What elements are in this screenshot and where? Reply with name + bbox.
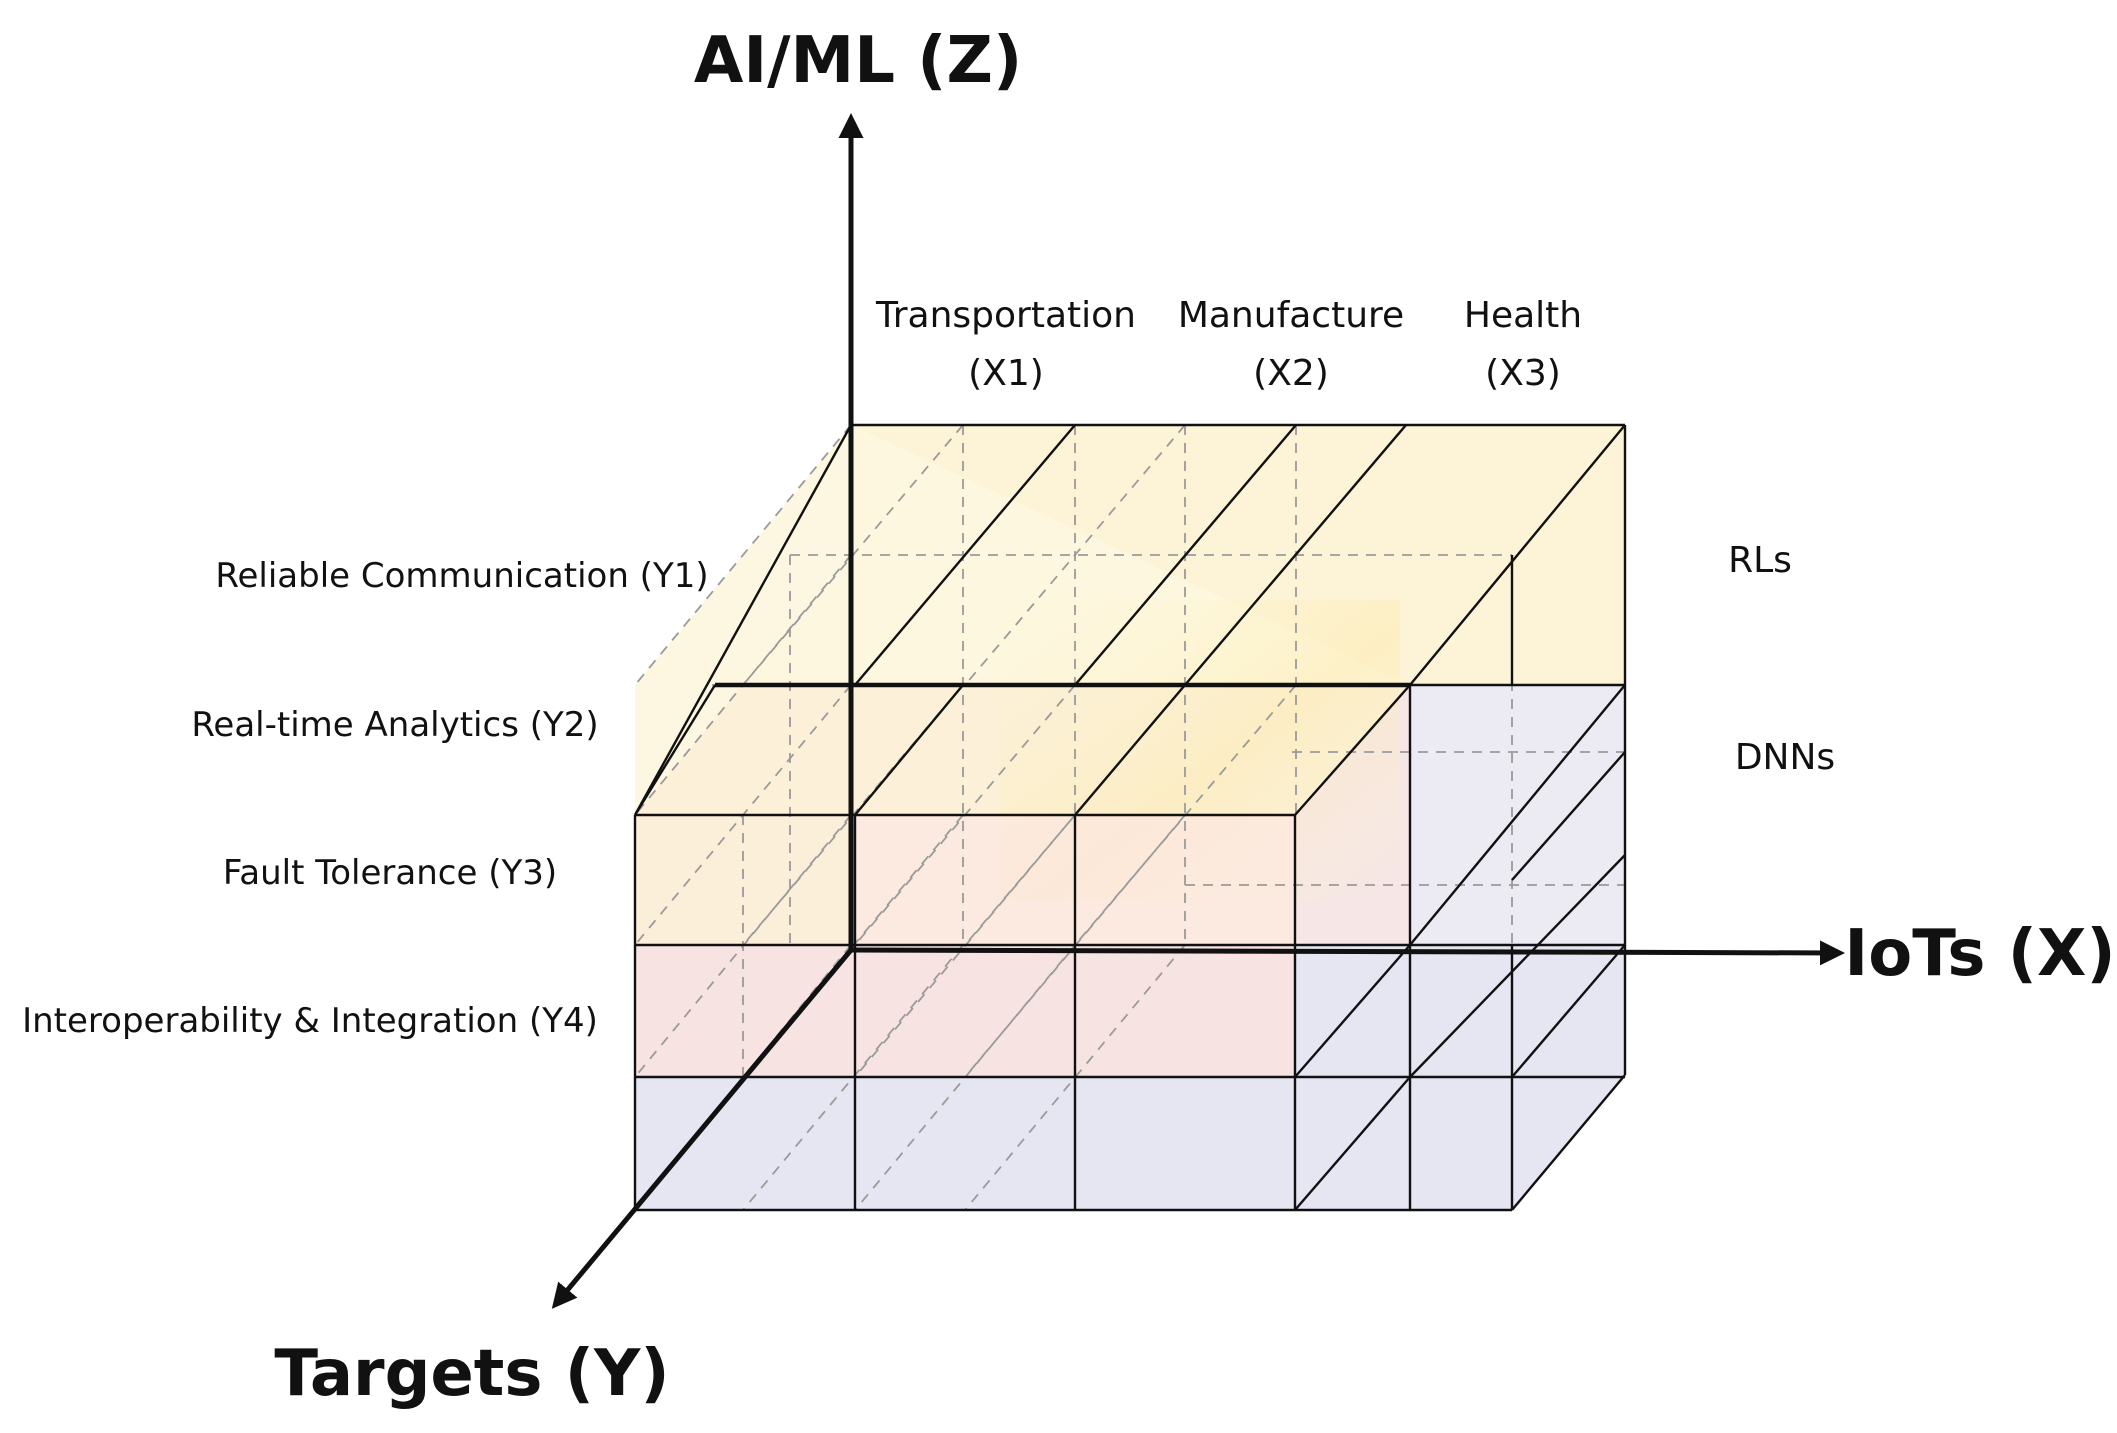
cube-fills bbox=[635, 425, 1625, 1210]
layer-labels: RLs DNNs bbox=[1728, 540, 1835, 778]
z-axis-title: AI/ML (Z) bbox=[694, 24, 1022, 98]
column-name-x3: Health bbox=[1464, 295, 1582, 336]
layer-label-rls: RLs bbox=[1728, 540, 1792, 581]
column-code-x1: (X1) bbox=[968, 353, 1044, 394]
row-label-y3: Fault Tolerance (Y3) bbox=[223, 853, 557, 893]
row-labels: Reliable Communication (Y1) Real-time An… bbox=[22, 556, 708, 1041]
row-label-y1: Reliable Communication (Y1) bbox=[215, 556, 708, 596]
row-label-y4: Interoperability & Integration (Y4) bbox=[22, 1001, 598, 1041]
layer-label-dnns: DNNs bbox=[1735, 737, 1835, 778]
top-layer-back bbox=[851, 425, 1625, 685]
column-code-x2: (X2) bbox=[1253, 353, 1329, 394]
column-name-x1: Transportation bbox=[875, 295, 1136, 336]
x-axis-arrow bbox=[850, 940, 1845, 966]
column-code-x3: (X3) bbox=[1485, 353, 1561, 394]
axes bbox=[551, 113, 1845, 1309]
front-row-y4 bbox=[635, 945, 1295, 1077]
x-axis-title: IoTs (X) bbox=[1844, 917, 2115, 991]
row-label-y2: Real-time Analytics (Y2) bbox=[191, 705, 598, 745]
column-labels: Transportation (X1) Manufacture (X2) Hea… bbox=[875, 295, 1582, 394]
cube-edges bbox=[633, 423, 1627, 1212]
column-name-x2: Manufacture bbox=[1178, 295, 1404, 336]
y-axis-arrow bbox=[551, 948, 853, 1309]
y-axis-title: Targets (Y) bbox=[274, 1337, 669, 1411]
